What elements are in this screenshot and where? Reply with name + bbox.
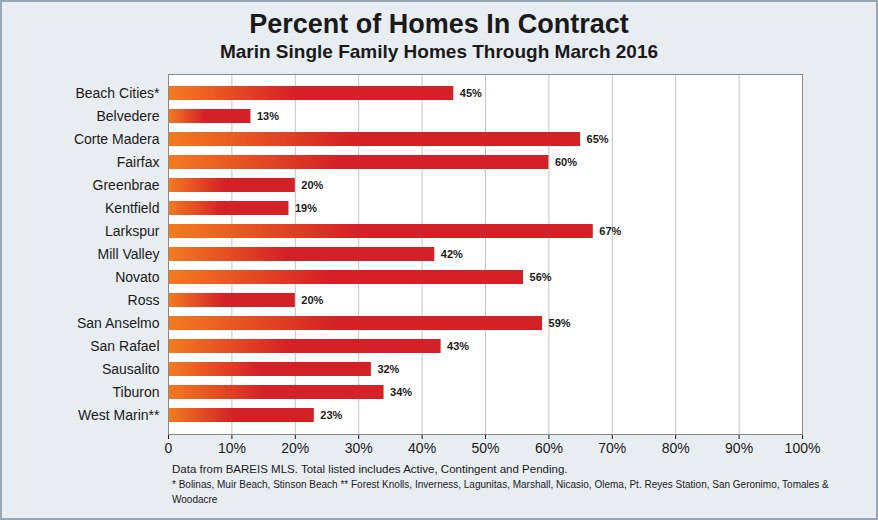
svg-text:70%: 70% — [598, 440, 626, 456]
svg-text:30%: 30% — [345, 440, 373, 456]
svg-text:59%: 59% — [549, 317, 571, 329]
svg-text:80%: 80% — [662, 440, 690, 456]
svg-text:90%: 90% — [725, 440, 753, 456]
html-text:Marin Single Family Homes Thro: Marin Single Family Homes Through March … — [219, 41, 659, 62]
svg-text:Ross: Ross — [128, 292, 160, 308]
svg-text:100%: 100% — [785, 440, 821, 456]
svg-text:Sausalito: Sausalito — [102, 361, 160, 377]
html-text:Data from BAREIS MLS. Total li: Data from BAREIS MLS. Total listed inclu… — [172, 463, 568, 475]
svg-text:60%: 60% — [535, 440, 563, 456]
svg-text:65%: 65% — [587, 133, 609, 145]
svg-text:56%: 56% — [530, 271, 552, 283]
svg-text:Novato: Novato — [115, 269, 160, 285]
svg-text:34%: 34% — [390, 386, 412, 398]
svg-text:Corte Madera: Corte Madera — [74, 131, 160, 147]
svg-text:0: 0 — [165, 440, 173, 456]
svg-text:40%: 40% — [408, 440, 436, 456]
svg-text:Belvedere: Belvedere — [96, 108, 159, 124]
svg-text:42%: 42% — [441, 248, 463, 260]
svg-text:San Anselmo: San Anselmo — [77, 315, 160, 331]
svg-text:Fairfax: Fairfax — [117, 154, 160, 170]
html-text:* Bolinas, Muir Beach, Stinson: * Bolinas, Muir Beach, Stinson Beach ** … — [172, 479, 829, 505]
svg-text:Larkspur: Larkspur — [105, 223, 160, 239]
svg-text:20%: 20% — [301, 179, 323, 191]
svg-text:Mill Valley: Mill Valley — [98, 246, 160, 262]
svg-text:32%: 32% — [377, 363, 399, 375]
svg-text:23%: 23% — [320, 409, 342, 421]
svg-text:Beach Cities*: Beach Cities* — [75, 85, 160, 101]
svg-text:13%: 13% — [257, 110, 279, 122]
svg-text:45%: 45% — [460, 87, 482, 99]
svg-text:10%: 10% — [218, 440, 246, 456]
svg-text:Kentfield: Kentfield — [105, 200, 159, 216]
svg-text:West Marin**: West Marin** — [78, 407, 160, 423]
svg-text:19%: 19% — [295, 202, 317, 214]
svg-text:60%: 60% — [555, 156, 577, 168]
svg-text:50%: 50% — [471, 440, 499, 456]
svg-text:67%: 67% — [599, 225, 621, 237]
svg-text:20%: 20% — [281, 440, 309, 456]
svg-text:San Rafael: San Rafael — [90, 338, 159, 354]
svg-text:Greenbrae: Greenbrae — [93, 177, 160, 193]
svg-text:Tiburon: Tiburon — [113, 384, 160, 400]
html-text:Percent of Homes In Contract: Percent of Homes In Contract — [249, 9, 629, 39]
svg-text:43%: 43% — [447, 340, 469, 352]
svg-text:20%: 20% — [301, 294, 323, 306]
